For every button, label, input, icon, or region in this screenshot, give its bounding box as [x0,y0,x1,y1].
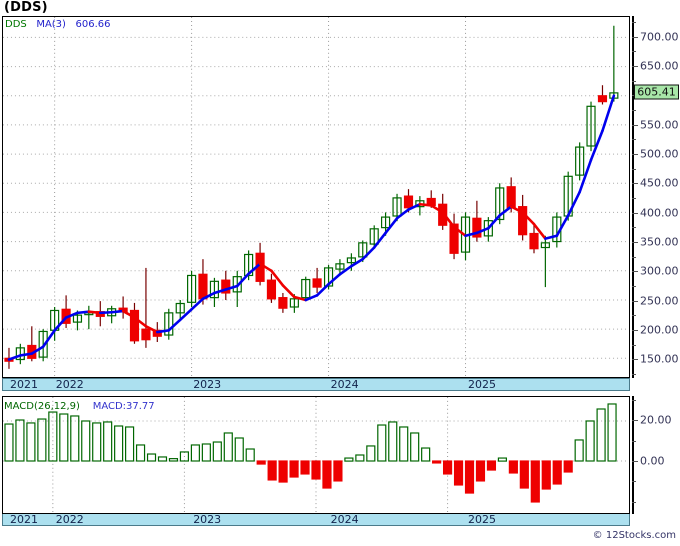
price-y-tick-label: 200.00 [640,323,679,337]
macd-y-tick-label: 20.00 [640,413,672,427]
price-chart-canvas[interactable] [3,17,629,377]
price-y-minor-tick [632,139,636,141]
price-y-minor-tick [632,344,636,346]
legend-symbol: DDS [5,19,27,30]
price-y-tick-label: 550.00 [640,118,679,132]
macd-y-axis: 20.00 0.00 [632,396,678,514]
price-y-minor-tick [632,373,636,375]
price-x-tick-label: 2021 [10,378,38,391]
price-y-tick-mark [632,124,638,126]
macd-legend: MACD(26,12,9) MACD:37.77 [4,401,155,412]
current-price-tag: 605.41 [634,84,679,100]
price-x-axis-band: 2021 2022 2023 2024 2025 [2,378,630,391]
price-chart-panel[interactable] [2,16,630,378]
price-y-tick-mark [632,300,638,302]
price-y-minor-tick [632,315,636,317]
price-x-tick-label: 2025 [468,378,496,391]
macd-x-tick-label: 2021 [10,513,38,526]
macd-chart-canvas[interactable] [3,397,629,513]
price-y-minor-tick [632,51,636,53]
macd-y-minor-tick [632,440,636,442]
macd-x-axis-band: 2021 2022 2023 2024 2025 [2,513,630,526]
price-y-tick-label: 700.00 [640,30,679,44]
macd-y-minor-tick [632,501,636,503]
price-y-tick-mark [632,271,638,273]
price-y-tick-mark [632,212,638,214]
price-x-tick-label: 2022 [55,378,84,391]
macd-x-tick-label: 2024 [330,513,359,526]
price-y-tick-label: 500.00 [640,147,679,161]
price-y-tick-mark [632,329,638,331]
price-y-tick-mark [632,241,638,243]
price-y-minor-tick [632,21,636,23]
macd-legend-indicator: MACD(26,12,9) [4,401,80,412]
price-y-tick-mark [632,65,638,67]
macd-y-minor-tick [632,481,636,483]
price-y-tick-label: 650.00 [640,59,679,73]
price-y-tick-label: 450.00 [640,176,679,190]
price-y-tick-mark [632,153,638,155]
macd-chart-panel[interactable] [2,396,630,514]
price-y-axis: 700.00650.00600.00550.00500.00450.00400.… [632,16,679,378]
legend-indicator: MA(3) [36,19,66,30]
macd-x-tick-label: 2023 [193,513,222,526]
price-x-tick-label: 2024 [330,378,359,391]
price-y-minor-tick [632,197,636,199]
price-y-tick-mark [632,359,638,361]
price-y-minor-tick [632,109,636,111]
price-y-minor-tick [632,168,636,170]
macd-legend-value: MACD:37.77 [92,401,155,412]
price-y-tick-mark [632,36,638,38]
price-legend: DDS MA(3) 606.66 [5,19,111,30]
macd-y-tick-mark [632,420,638,422]
price-x-tick-label: 2023 [193,378,222,391]
price-y-minor-tick [632,256,636,258]
price-y-tick-mark [632,183,638,185]
price-y-tick-label: 150.00 [640,352,679,366]
price-y-tick-label: 250.00 [640,294,679,308]
legend-indicator-value: 606.66 [75,19,111,30]
page-title: (DDS) [4,0,48,15]
price-y-minor-tick [632,80,636,82]
price-y-minor-tick [632,285,636,287]
price-y-minor-tick [632,227,636,229]
macd-y-tick-mark [632,461,638,463]
price-y-tick-label: 350.00 [640,235,679,249]
price-y-tick-label: 400.00 [640,206,679,220]
copyright-notice: © 12Stocks.com [592,530,676,541]
macd-y-tick-label: 0.00 [640,454,665,468]
macd-y-minor-tick [632,400,636,402]
macd-x-tick-label: 2025 [468,513,496,526]
price-y-tick-label: 300.00 [640,264,679,278]
macd-x-tick-label: 2022 [55,513,84,526]
